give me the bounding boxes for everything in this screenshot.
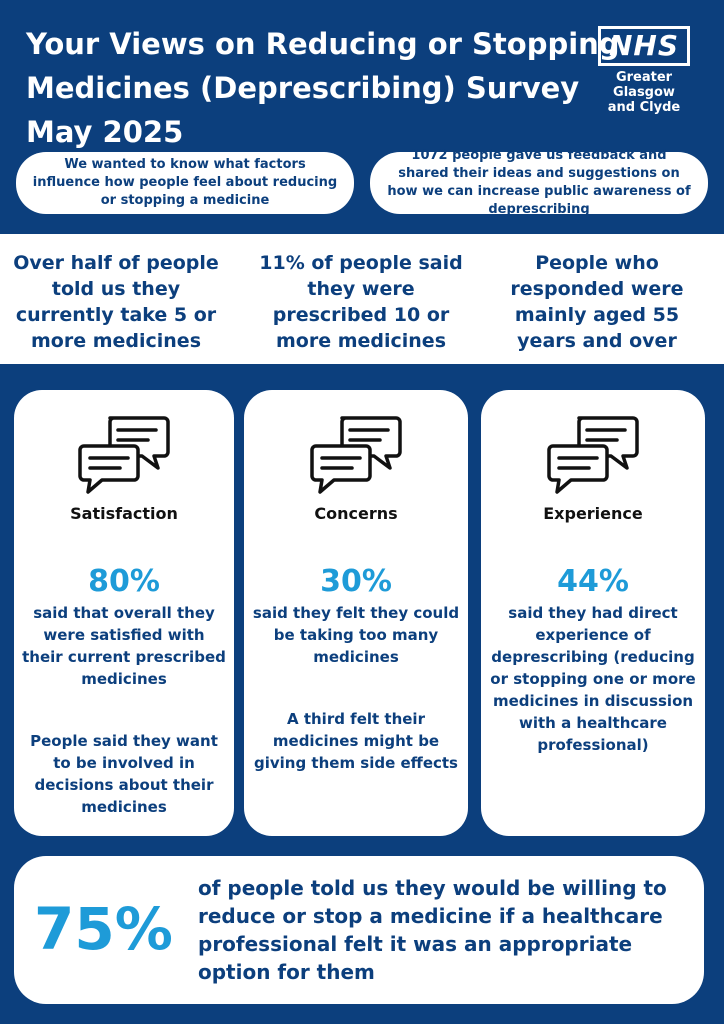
highlight-stat-2: 11% of people said they were prescribed … [259,252,463,352]
highlight-stat-3: People who responded were mainly aged 55… [510,252,684,352]
intro-left-text: We wanted to know what factors influence… [32,157,338,208]
card-extra: A third felt their medicines might be gi… [253,710,458,772]
page-title: Your Views on Reducing or Stopping Medic… [26,22,620,154]
card-extra: People said they want to be involved in … [30,732,218,816]
speech-bubbles-icon [547,416,639,494]
nhs-logo-sub-line-2: and Clyde [607,100,681,115]
card-experience: Experience 44% said they had direct expe… [481,390,705,836]
title-line-1: Your Views on Reducing or Stopping [26,27,620,61]
speech-bubbles-icon [78,416,170,494]
card-percent: 30% [320,564,392,599]
nhs-logo: NHS Greater Glasgow and Clyde [588,26,700,115]
card-description: said they felt they could be taking too … [252,604,460,666]
title-line-2: Medicines (Deprescribing) Survey [26,71,580,105]
card-description: said that overall they were satisfied wi… [22,604,226,688]
card-percent: 80% [88,564,160,599]
nhs-logo-subtitle: Greater Glasgow and Clyde [588,70,700,115]
intro-pill-left: We wanted to know what factors influence… [16,152,354,214]
card-satisfaction: Satisfaction 80% said that overall they … [14,390,234,836]
speech-bubbles-icon [310,416,402,494]
card-heading: Experience [543,504,643,523]
nhs-logo-sub-line-1: Greater Glasgow [613,70,675,100]
bottom-percent: 75% [34,895,173,963]
card-concerns: Concerns 30% said they felt they could b… [244,390,468,836]
highlight-band [0,234,724,364]
card-description: said they had direct experience of depre… [490,604,696,754]
intro-right-text: 1072 people gave us feedback and shared … [387,148,691,217]
bottom-callout: 75% of people told us they would be will… [14,856,704,1004]
card-percent: 44% [557,564,629,599]
nhs-logo-word: NHS [597,26,691,66]
intro-pill-right: 1072 people gave us feedback and shared … [370,148,708,217]
highlight-stat-1: Over half of people told us they current… [13,252,219,352]
bottom-text: of people told us they would be willing … [198,876,667,984]
title-line-3: May 2025 [26,115,184,149]
card-heading: Concerns [314,504,398,523]
card-heading: Satisfaction [70,504,178,523]
